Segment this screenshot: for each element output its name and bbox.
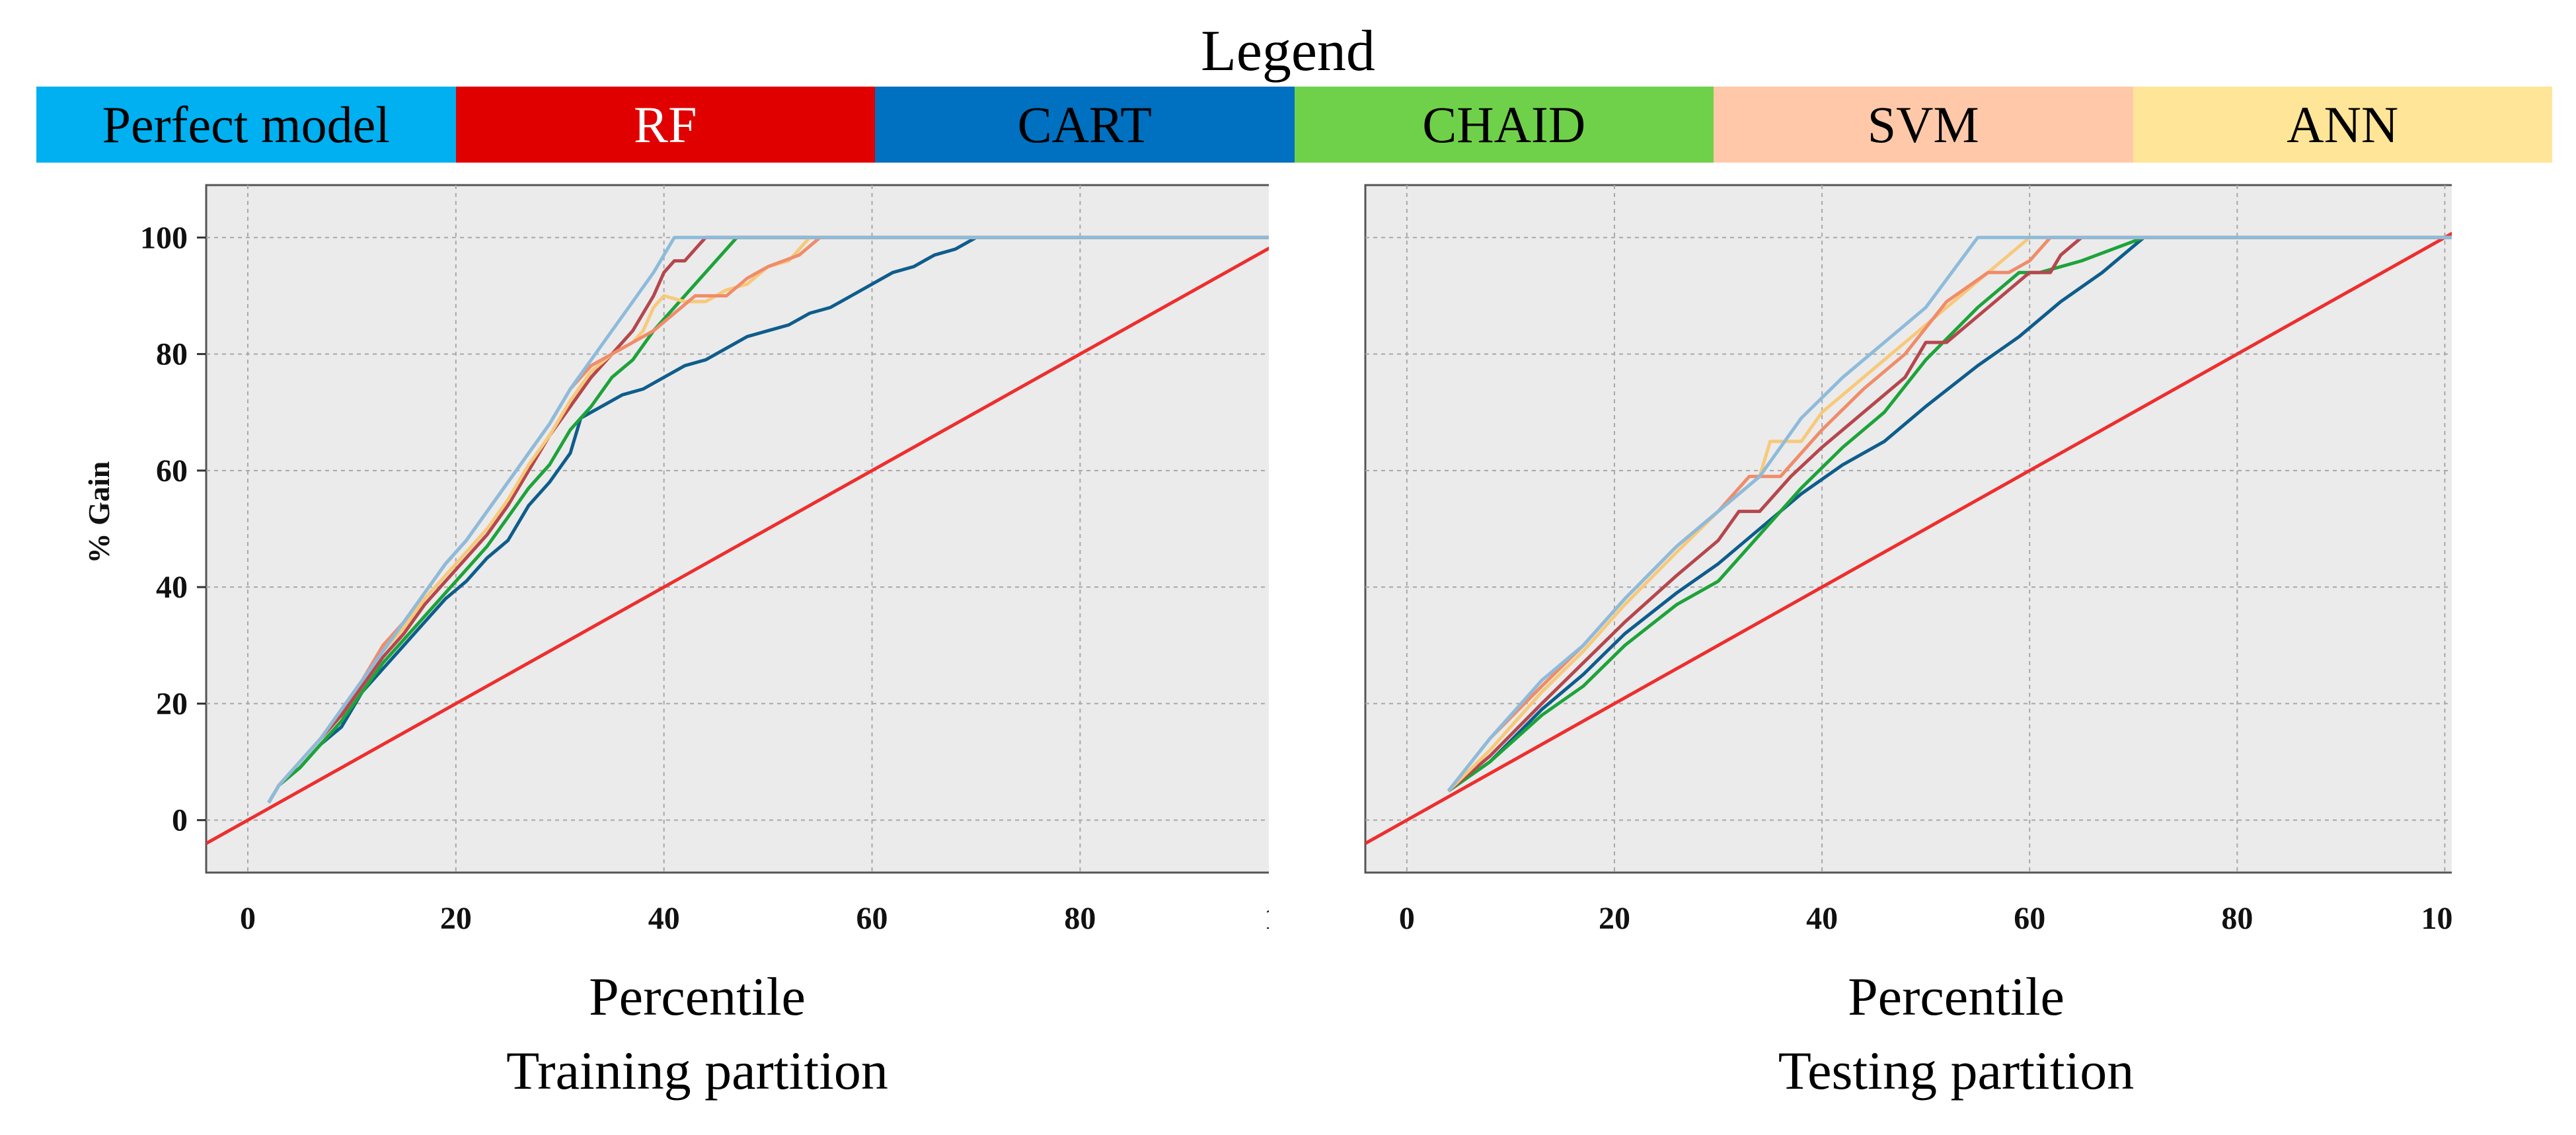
y-axis-ticks: 0 20 40 60 80 100 xyxy=(140,220,206,838)
training-xlabel: Percentile xyxy=(589,966,806,1027)
x-axis-ticks: 0 20 40 60 80 100 xyxy=(240,901,1269,936)
legend-bar: Perfect model RF CART CHAID SVM ANN xyxy=(36,87,2552,163)
legend-item-perfect-model: Perfect model xyxy=(36,87,456,163)
x-tick-label: 0 xyxy=(240,901,256,936)
series-line-rf xyxy=(1447,235,2452,793)
series-line-perfect-model xyxy=(1447,235,2452,793)
y-tick-label: 0 xyxy=(172,803,188,838)
training-title: Training partition xyxy=(506,1040,888,1101)
y-axis-label: % Gain xyxy=(82,461,116,564)
training-caption: Percentile Training partition xyxy=(301,960,1094,1108)
y-tick-label: 80 xyxy=(156,337,188,372)
x-tick-label: 80 xyxy=(2221,901,2253,936)
x-tick-label: 100 xyxy=(1264,901,1269,936)
legend-item-cart: CART xyxy=(875,87,1295,163)
y-tick-label: 100 xyxy=(140,220,188,255)
x-tick-label: 60 xyxy=(856,901,888,936)
plot-area xyxy=(205,184,1269,874)
series-group xyxy=(1365,231,2452,845)
training-chart: 0 20 40 60 80 100 0 20 40 60 80 100 % Gain xyxy=(82,184,1269,936)
y-tick-label: 40 xyxy=(156,570,188,605)
series-line-rf xyxy=(267,235,1269,804)
x-tick-label: 20 xyxy=(1599,901,1630,936)
x-tick-label: 40 xyxy=(1806,901,1838,936)
plot-area xyxy=(1364,184,2452,874)
legend-item-rf: RF xyxy=(455,87,875,163)
testing-chart: 0 20 40 60 80 100 xyxy=(1364,184,2452,936)
legend-title: Legend xyxy=(1201,19,1375,83)
series-line-cart xyxy=(1447,235,2452,793)
x-tick-label: 60 xyxy=(2014,901,2045,936)
series-line-cart xyxy=(267,235,1269,804)
legend-item-ann: ANN xyxy=(2133,87,2552,163)
y-tick-label: 60 xyxy=(156,453,188,489)
x-tick-label: 100 xyxy=(2421,901,2452,936)
legend-item-chaid: CHAID xyxy=(1294,87,1714,163)
y-tick-label: 20 xyxy=(156,686,188,721)
series-line-perfect-model xyxy=(267,235,1269,804)
testing-title: Testing partition xyxy=(1778,1040,2135,1101)
series-line-chaid xyxy=(267,235,1269,804)
x-tick-label: 20 xyxy=(440,901,472,936)
x-axis-ticks: 0 20 40 60 80 100 xyxy=(1399,901,2452,936)
testing-xlabel: Percentile xyxy=(1848,966,2065,1027)
x-tick-label: 80 xyxy=(1064,901,1096,936)
x-tick-label: 0 xyxy=(1399,901,1415,936)
baseline-line xyxy=(206,246,1269,845)
testing-caption: Percentile Testing partition xyxy=(1560,960,2353,1108)
legend-item-svm: SVM xyxy=(1714,87,2133,163)
baseline-line xyxy=(1365,231,2452,845)
series-group xyxy=(206,235,1269,845)
series-line-chaid xyxy=(1447,235,2452,793)
x-tick-label: 40 xyxy=(648,901,680,936)
